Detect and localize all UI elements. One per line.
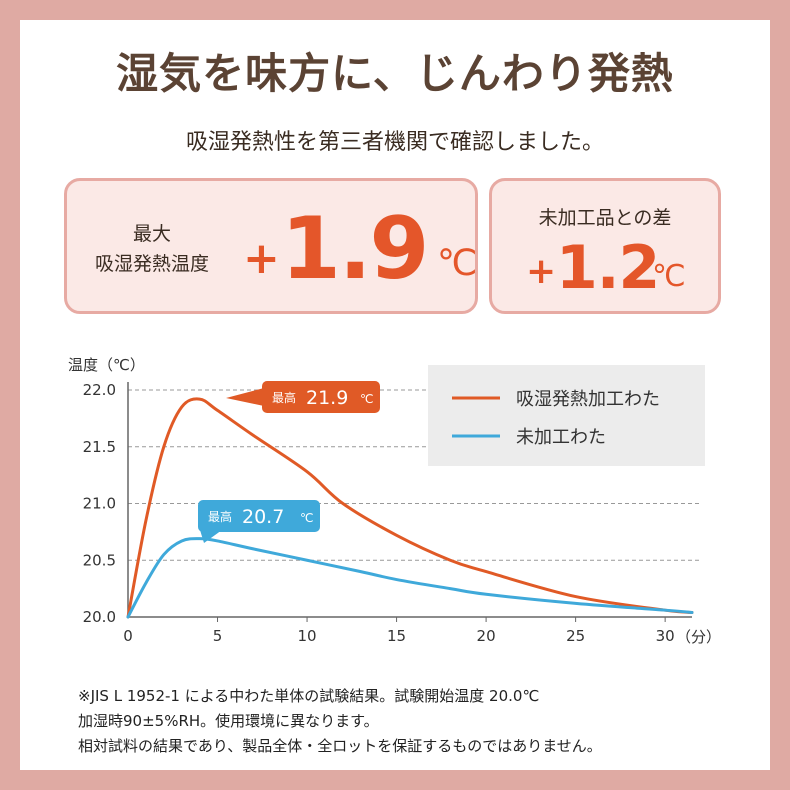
difference-unit: ℃ xyxy=(652,259,686,294)
footnote: ※JIS L 1952-1 による中わた単体の試験結果。試験開始温度 20.0℃… xyxy=(78,684,758,759)
series-line-unprocessed xyxy=(126,537,694,619)
temperature-line-chart: 温度（℃） 20.020.521.021.522.0 0 5 10 15 20 25 30 … xyxy=(68,356,721,646)
legend: 吸湿発熱加工わた 未加工わた xyxy=(428,365,705,466)
max-temperature-number: 1.9 xyxy=(281,199,429,299)
y-tick-label: 20.0 xyxy=(83,608,116,626)
callout-peak-label: 最高 xyxy=(208,509,232,524)
x-tick-label: 0 xyxy=(123,627,133,645)
callout-peak-unit: ℃ xyxy=(300,511,313,525)
callout-pointer xyxy=(226,388,264,406)
difference-box: 未加工品との差 + 1.2 ℃ xyxy=(489,178,721,314)
y-tick-label: 21.0 xyxy=(83,495,116,513)
series-lines xyxy=(126,397,694,619)
max-temperature-sign: + xyxy=(243,233,280,284)
difference-number: 1.2 xyxy=(556,233,660,303)
callout-pointer xyxy=(200,530,222,543)
y-tick-labels: 20.0 20.5 21.0 21.5 22.0 xyxy=(83,381,116,626)
page-subtitle: 吸湿発熱性を第三者機関で確認しました。 xyxy=(185,130,604,155)
axes xyxy=(127,382,692,618)
footnote-line1: ※JIS L 1952-1 による中わた単体の試験結果。試験開始温度 20.0℃ xyxy=(78,687,540,705)
max-temperature-box: 最大 吸湿発熱温度 + 1.9 ℃ xyxy=(64,178,478,314)
callout-peak-label: 最高 xyxy=(272,390,296,405)
difference-label: 未加工品との差 xyxy=(538,207,672,229)
y-tick-label: 20.5 xyxy=(83,551,116,569)
x-tick-label: 5 xyxy=(213,627,223,645)
legend-background xyxy=(428,365,705,466)
difference-value: + 1.2 ℃ xyxy=(492,229,718,309)
callout-box xyxy=(198,500,320,532)
x-tick-label: 25 xyxy=(566,627,585,645)
max-temperature-label: 最大 吸湿発熱温度 xyxy=(67,219,237,279)
callout-peak-value: 21.9 xyxy=(306,387,348,409)
max-temperature-label-line2: 吸湿発熱温度 xyxy=(94,253,209,275)
peak-callout-unprocessed: 最高 20.7 ℃ xyxy=(198,500,320,543)
max-temperature-unit: ℃ xyxy=(437,243,478,284)
difference-sign: + xyxy=(526,251,557,292)
peak-callouts: 最高 21.9 ℃ 最高 20.7 ℃ xyxy=(198,381,380,543)
x-tick-label: 30 xyxy=(656,627,675,645)
callout-peak-unit: ℃ xyxy=(360,392,373,406)
page-title: 湿気を味方に、じんわり発熱 xyxy=(116,49,674,98)
footnote-line2: 加湿時90±5%RH。使用環境に異なります。 xyxy=(78,712,379,730)
footnote-line3: 相対試料の結果であり、製品全体・全ロットを保証するものではありません。 xyxy=(78,737,602,755)
y-axis-label: 温度（℃） xyxy=(68,356,145,374)
max-temperature-value: + 1.9 ℃ xyxy=(237,193,477,303)
y-tick-label: 21.5 xyxy=(83,438,116,456)
x-tick-label: 10 xyxy=(298,627,317,645)
x-axis-unit-label: （分） xyxy=(676,628,721,646)
y-tick-label: 22.0 xyxy=(83,381,116,399)
callout-peak-value: 20.7 xyxy=(242,506,284,528)
max-temperature-label-line1: 最大 xyxy=(132,223,171,245)
x-tick-label: 20 xyxy=(477,627,496,645)
legend-label-processed: 吸湿発熱加工わた xyxy=(516,389,660,410)
x-tick-labels: 0 5 10 15 20 25 30 xyxy=(123,617,675,645)
legend-label-unprocessed: 未加工わた xyxy=(516,427,606,448)
peak-callout-processed: 最高 21.9 ℃ xyxy=(226,381,380,413)
series-line-processed xyxy=(126,397,694,619)
x-tick-label: 15 xyxy=(387,627,406,645)
callout-box xyxy=(262,381,380,413)
